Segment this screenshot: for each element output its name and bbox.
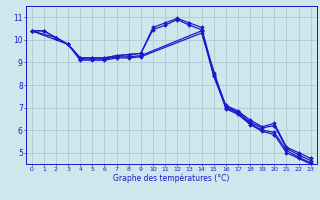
X-axis label: Graphe des températures (°C): Graphe des températures (°C) [113,174,229,183]
